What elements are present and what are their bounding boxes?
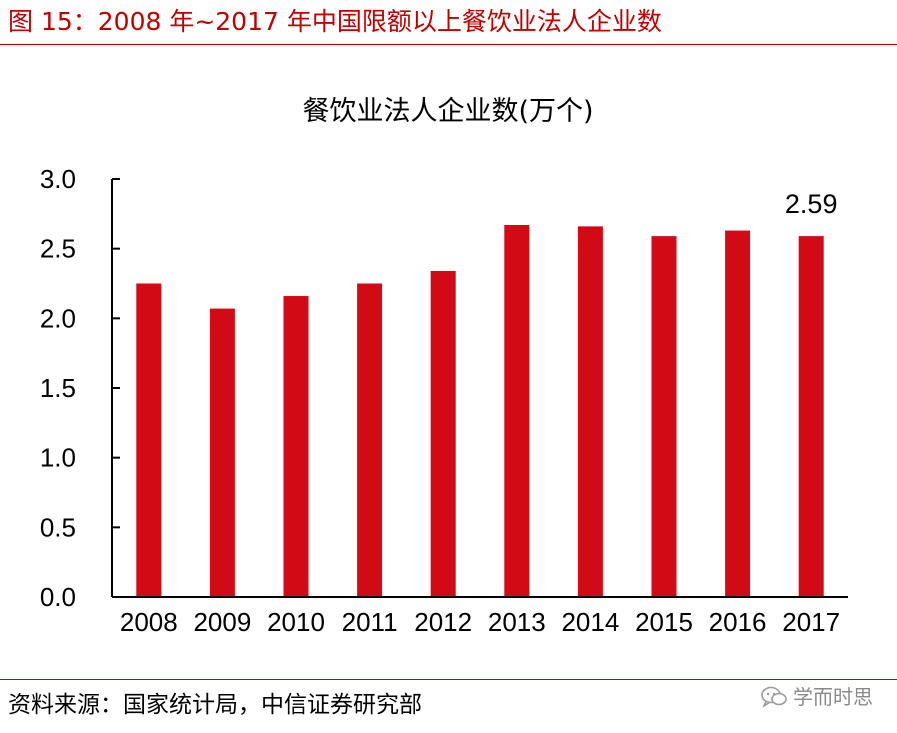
x-tick-label: 2013 — [488, 607, 546, 637]
source-note: 资料来源：国家统计局，中信证券研究部 — [8, 692, 422, 718]
bar-chart: 餐饮业法人企业数(万个) 0.00.51.01.52.02.53.0 2008 2… — [40, 96, 848, 637]
title-divider — [0, 44, 897, 45]
y-tick-label: 3.0 — [40, 164, 76, 194]
figure-title: 图 15：2008 年~2017 年中国限额以上餐饮业法人企业数 — [8, 7, 662, 36]
bar-2011 — [357, 283, 383, 597]
annotations: 2.59 — [785, 189, 838, 219]
x-tick-label: 2016 — [709, 607, 767, 637]
x-axis: 2008 2009 2010 2011 2012 2013 2014 2015 2016 2017 — [112, 596, 848, 637]
source-divider — [0, 679, 897, 680]
bar-2015 — [651, 236, 677, 598]
chat-bubble-icon — [761, 686, 787, 708]
watermark: 学而时思 — [761, 683, 873, 711]
bar-2014 — [577, 226, 603, 597]
y-axis: 0.0 0.5 1.0 1.5 2.0 2.5 3.0 — [40, 164, 120, 612]
bar-2012 — [430, 270, 456, 597]
data-label: 2.59 — [785, 189, 838, 219]
y-tick-label: 0.0 — [40, 582, 76, 612]
x-tick-label: 2015 — [635, 607, 693, 637]
x-tick-label: 2014 — [561, 607, 619, 637]
bar-2009 — [209, 308, 235, 597]
x-tick-label: 2017 — [782, 607, 840, 637]
y-tick-label: 2.5 — [40, 234, 76, 264]
y-tick-label: 2.0 — [40, 303, 76, 333]
bar-2016 — [725, 230, 751, 597]
y-tick-label: 0.5 — [40, 512, 76, 542]
x-tick-label: 2011 — [342, 607, 398, 637]
watermark-text: 学而时思 — [793, 685, 873, 709]
x-tick-label: 2008 — [120, 607, 178, 637]
y-tick-label: 1.5 — [40, 373, 76, 403]
chart-title: 餐饮业法人企业数(万个) — [302, 96, 593, 127]
bar-2010 — [283, 296, 309, 597]
x-tick-label: 2010 — [267, 607, 325, 637]
y-tick-label: 1.0 — [40, 443, 76, 473]
x-tick-label: 2012 — [414, 607, 472, 637]
bars — [136, 224, 824, 598]
x-tick-label: 2009 — [193, 607, 251, 637]
bar-2013 — [504, 224, 530, 598]
bar-2017 — [798, 236, 824, 598]
bar-2008 — [136, 283, 162, 597]
